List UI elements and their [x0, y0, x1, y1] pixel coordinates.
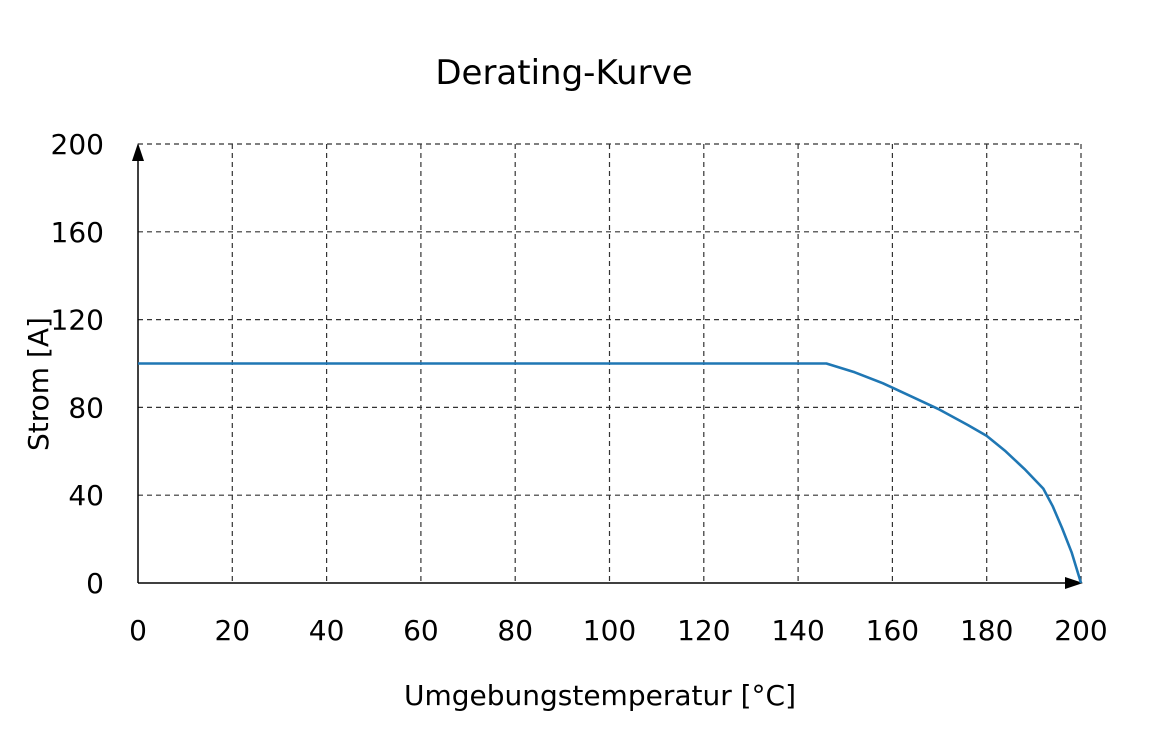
y-tick-label: 80 [68, 391, 104, 424]
x-tick-label: 160 [866, 614, 919, 647]
x-tick-label: 140 [771, 614, 824, 647]
x-tick-label: 100 [583, 614, 636, 647]
x-tick-label: 20 [214, 614, 250, 647]
y-tick-label: 120 [51, 304, 104, 337]
x-axis-arrow-icon [1065, 577, 1083, 589]
x-tick-label: 80 [497, 614, 533, 647]
x-tick-label: 60 [403, 614, 439, 647]
x-tick-label: 40 [309, 614, 345, 647]
y-tick-label: 40 [68, 479, 104, 512]
x-tick-label: 120 [677, 614, 730, 647]
x-axis-label: Umgebungstemperatur [°C] [404, 679, 796, 712]
y-tick-label: 200 [51, 128, 104, 161]
y-tick-label: 0 [86, 567, 104, 600]
series-layer [138, 362, 1083, 584]
y-tick-label: 160 [51, 216, 104, 249]
x-tick-label: 200 [1054, 614, 1107, 647]
axes [132, 143, 1083, 589]
tick-labels: 0 20 40 60 80 100 120 140 160 180 200 0 40 80 120 160 20… [51, 128, 1108, 647]
x-tick-label: 0 [129, 614, 147, 647]
y-axis-arrow-icon [132, 143, 144, 161]
x-tick-label: 180 [960, 614, 1013, 647]
y-axis-label: Strom [A] [22, 317, 55, 451]
series-line-0 [138, 362, 1083, 584]
chart-title: Derating-Kurve [435, 53, 692, 93]
